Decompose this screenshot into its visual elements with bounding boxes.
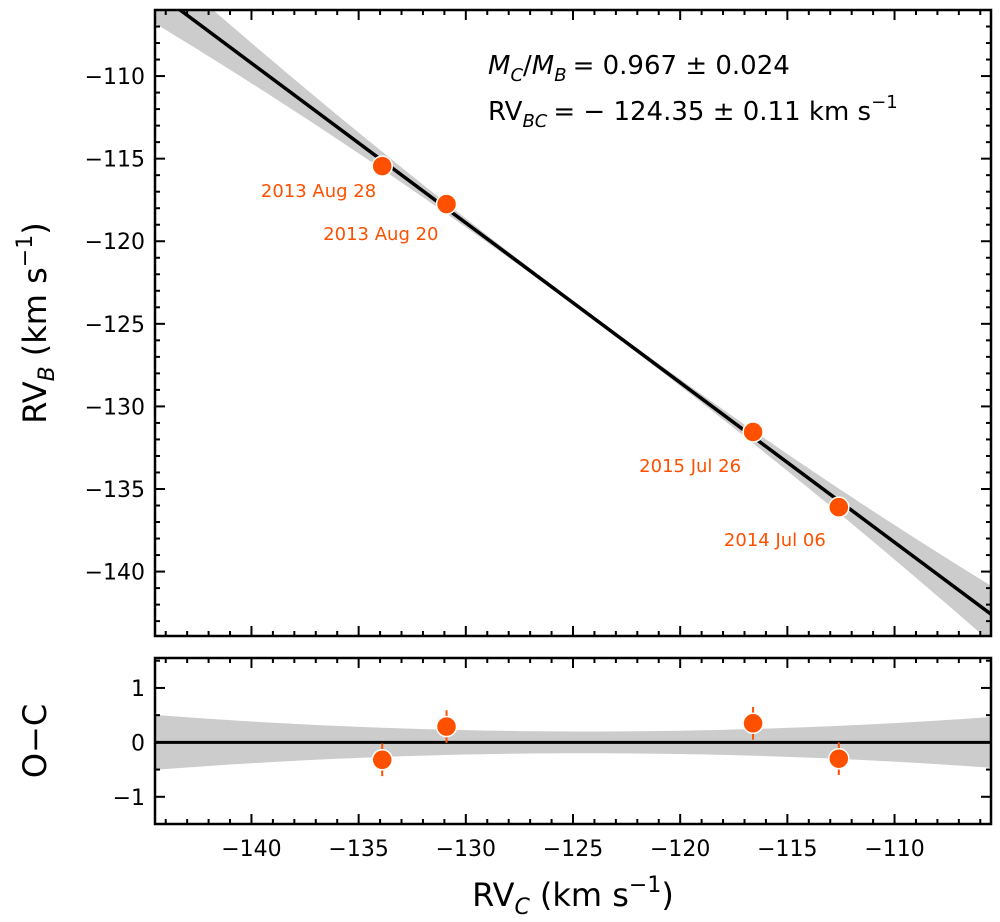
x-tick-label: −125 [543, 837, 603, 862]
x-tick-label: −130 [436, 837, 496, 862]
x-tick-label: −115 [757, 837, 817, 862]
y-tick-label: −140 [85, 561, 145, 586]
point-label: 2013 Aug 28 [261, 181, 376, 202]
x-tick-label: −135 [328, 837, 388, 862]
y-tick-label: −130 [85, 395, 145, 420]
residual-points [371, 712, 850, 771]
y-tick-label: −110 [85, 65, 145, 90]
data-point [742, 421, 764, 443]
y-axis-label-residual: O−C [16, 704, 54, 778]
y-tick-label: 1 [131, 677, 145, 702]
point-label: 2015 Jul 26 [639, 456, 741, 477]
residual-point [435, 715, 458, 738]
y-axis-label-main: RVB(km s−1) [13, 222, 60, 423]
y-tick-label: −135 [85, 478, 145, 503]
data-point [828, 496, 850, 518]
data-points [371, 155, 850, 518]
fit-line-path [177, 10, 991, 617]
mass-ratio-annotation: MC/MB = 0.967 ± 0.024 [488, 51, 790, 86]
y-tick-label: 0 [131, 731, 145, 756]
x-tick-label: −140 [221, 837, 281, 862]
fit-band-area [155, 10, 991, 636]
x-axis-label: RVC (km s−1) [472, 873, 674, 920]
data-point [371, 155, 393, 177]
fit-line [177, 10, 991, 617]
residual-panel: −140 −135 −130 −125 −120 −115 −110 1 0 −1 O−C RVC… [16, 656, 993, 920]
data-point [435, 193, 458, 215]
y-tick-label: −120 [85, 230, 145, 255]
point-label: 2013 Aug 20 [323, 224, 438, 245]
y-tick-label: −125 [85, 313, 145, 338]
y-tick-label: −1 [113, 786, 145, 811]
main-ticks: −110 −115 −120 −125 −130 −135 −140 [85, 10, 991, 636]
main-panel: 2013 Aug 28 2013 Aug 20 2015 Jul 26 2014 Ju… [13, 8, 993, 638]
residual-frame [153, 656, 993, 826]
fit-confidence-band [155, 10, 991, 636]
x-tick-label: −120 [650, 837, 710, 862]
point-label: 2014 Jul 06 [724, 530, 826, 551]
residual-ticks: −140 −135 −130 −125 −120 −115 −110 1 0 −1 [113, 658, 991, 862]
residual-point [371, 749, 393, 771]
systemic-velocity-annotation: RVBC = − 124.35 ± 0.11 km s−1 [488, 92, 898, 132]
y-tick-label: −115 [85, 148, 145, 173]
residual-point [828, 747, 850, 770]
point-labels: 2013 Aug 28 2013 Aug 20 2015 Jul 26 2014 Ju… [261, 181, 826, 551]
residual-point [742, 712, 764, 735]
main-frame [153, 8, 993, 638]
x-tick-label: −110 [864, 837, 924, 862]
